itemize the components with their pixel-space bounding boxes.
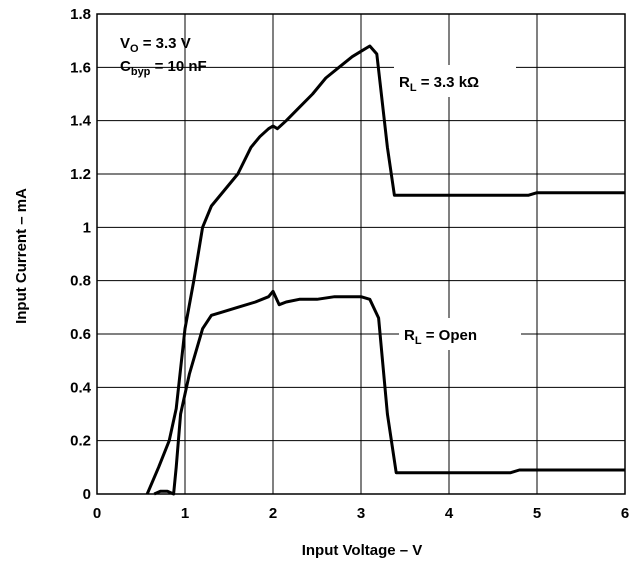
x-tick-label: 4 — [445, 505, 454, 522]
y-tick-label: 0.4 — [70, 379, 92, 396]
x-axis-title: Input Voltage – V — [302, 542, 423, 559]
cbyp-annotation: Cbyp = 10 nF — [120, 58, 207, 78]
grid-lines — [97, 14, 625, 494]
series-line-load — [145, 44, 625, 495]
series-line-open — [153, 289, 625, 496]
y-tick-label: 0.8 — [70, 273, 91, 290]
x-tick-label: 1 — [181, 505, 189, 522]
x-tick-label: 3 — [357, 505, 365, 522]
plot-frame — [96, 13, 626, 495]
rl-load-label-bg — [394, 65, 516, 97]
series-layer — [145, 44, 625, 496]
tick-labels: 0 1 2 3 4 5 6 0 0.2 0.4 0.6 0.8 1 1.2 1.4 1.6 1.8 — [70, 6, 629, 522]
y-tick-label: 0.2 — [70, 433, 91, 450]
x-tick-label: 0 — [93, 505, 101, 522]
x-tick-label: 2 — [269, 505, 277, 522]
y-tick-label: 0.6 — [70, 326, 91, 343]
y-tick-label: 1 — [83, 219, 91, 236]
y-tick-label: 1.2 — [70, 166, 91, 183]
y-tick-label: 1.6 — [70, 59, 91, 76]
rl-load-annotation: RL = 3.3 kΩ — [399, 74, 479, 94]
y-axis-title: Input Current – mA — [13, 188, 30, 324]
x-tick-label: 5 — [533, 505, 541, 522]
x-tick-label: 6 — [621, 505, 629, 522]
y-tick-label: 0 — [83, 486, 91, 503]
vo-annotation: VO = 3.3 V — [120, 35, 191, 55]
y-tick-label: 1.4 — [70, 113, 92, 130]
rl-open-annotation: RL = Open — [404, 327, 477, 347]
y-tick-label: 1.8 — [70, 6, 91, 23]
rl-open-label-bg — [399, 318, 521, 350]
